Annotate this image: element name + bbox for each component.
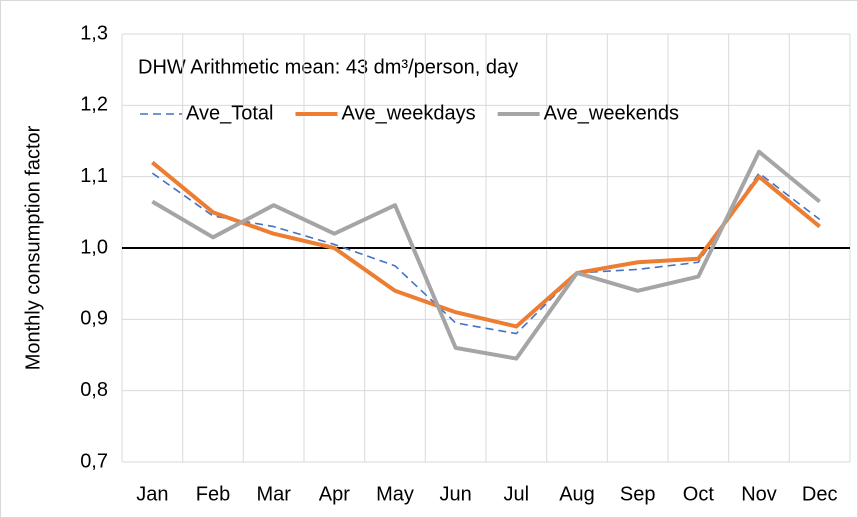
legend-label: Ave_weekends — [544, 102, 679, 124]
series-line — [151, 160, 821, 329]
x-tick-label: Oct — [683, 483, 715, 505]
y-tick-label: 0,7 — [80, 450, 108, 472]
x-tick-label: Apr — [319, 483, 350, 505]
series-line — [151, 172, 821, 335]
x-tick-label: Nov — [741, 483, 777, 505]
x-tick-label: May — [376, 483, 414, 505]
x-tick-label: Jan — [136, 483, 168, 505]
annotation: DHW Arithmetic mean: 43 dm³/person, day — [138, 56, 518, 78]
series-line — [151, 149, 821, 361]
y-tick-label: 1,2 — [80, 94, 108, 116]
legend-label: Ave_weekdays — [341, 102, 475, 124]
x-tick-label: Aug — [559, 483, 595, 505]
x-tick-label: Dec — [802, 483, 838, 505]
y-tick-label: 1,1 — [80, 165, 108, 187]
x-tick-label: Mar — [256, 483, 291, 505]
y-tick-label: 0,8 — [80, 379, 108, 401]
y-tick-label: 1,3 — [80, 22, 108, 44]
x-tick-label: Jul — [504, 483, 530, 505]
y-tick-label: 0,9 — [80, 308, 108, 330]
legend-label: Ave_Total — [186, 102, 273, 124]
y-tick-label: 1,0 — [80, 236, 108, 258]
x-tick-label: Sep — [620, 483, 656, 505]
y-axis-label: Monthly consumption factor — [22, 125, 44, 370]
x-tick-label: Jun — [440, 483, 472, 505]
x-tick-label: Feb — [196, 483, 230, 505]
